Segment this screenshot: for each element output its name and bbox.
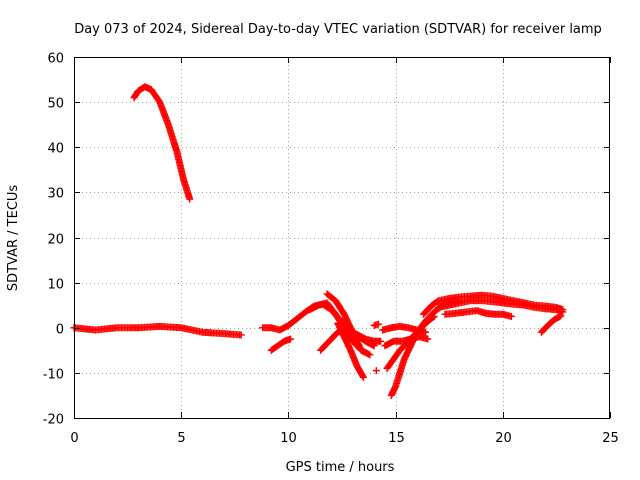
x-tick-label: 15: [388, 431, 405, 446]
y-tick-label: 30: [47, 187, 64, 202]
data-point: [186, 195, 194, 203]
series-arc-7: [323, 290, 365, 354]
y-tick-label: 50: [47, 97, 64, 112]
data-point: [359, 372, 367, 380]
series-arc-15: [383, 312, 438, 372]
data-point: [287, 335, 295, 343]
data-marks: [70, 83, 567, 399]
y-tick-label: -10: [43, 368, 64, 383]
x-tick-label: 0: [70, 431, 78, 446]
data-point: [372, 367, 380, 375]
chart-title: Day 073 of 2024, Sidereal Day-to-day VTE…: [74, 22, 602, 37]
data-point: [359, 373, 367, 381]
data-point: [422, 328, 430, 336]
y-tick-label: 10: [47, 278, 64, 293]
series-arc-2: [130, 83, 194, 203]
series-arc-9: [353, 331, 385, 345]
data-point: [430, 312, 438, 320]
y-tick-label: -20: [43, 413, 64, 428]
data-point: [555, 313, 563, 321]
series-arc-4: [267, 335, 295, 354]
series-arc-18: [441, 307, 515, 320]
y-axis-label: SDTVAR / TECUs: [6, 185, 21, 292]
data-point: [374, 320, 382, 328]
y-tick-label: 0: [56, 323, 64, 338]
series-arc-11: [372, 367, 380, 375]
data-point: [357, 346, 365, 354]
series-arc-8: [334, 319, 367, 381]
data-point: [366, 351, 374, 359]
x-tick-label: 25: [602, 431, 619, 446]
data-point: [557, 312, 565, 320]
x-axis-label: GPS time / hours: [286, 460, 395, 475]
data-point: [377, 337, 385, 345]
data-point: [237, 331, 245, 339]
x-tick-label: 5: [177, 431, 185, 446]
data-point: [424, 335, 432, 343]
data-point: [429, 313, 437, 321]
x-tick-label: 10: [280, 431, 297, 446]
x-tick-label: 20: [495, 431, 512, 446]
y-tick-label: 60: [47, 52, 64, 67]
data-point: [559, 308, 567, 316]
series-arc-17: [434, 297, 567, 316]
y-tick-label: 20: [47, 233, 64, 248]
series-arc-19: [537, 312, 565, 336]
axis-ticks: 0 5 10 15 20 25 -20 -10 0 10 20 30 40 50 60: [43, 52, 619, 447]
grid: [74, 57, 610, 418]
series-arc-10: [370, 320, 382, 329]
data-point: [507, 312, 515, 320]
y-tick-label: 40: [47, 142, 64, 157]
series-arc-1: [70, 322, 245, 339]
